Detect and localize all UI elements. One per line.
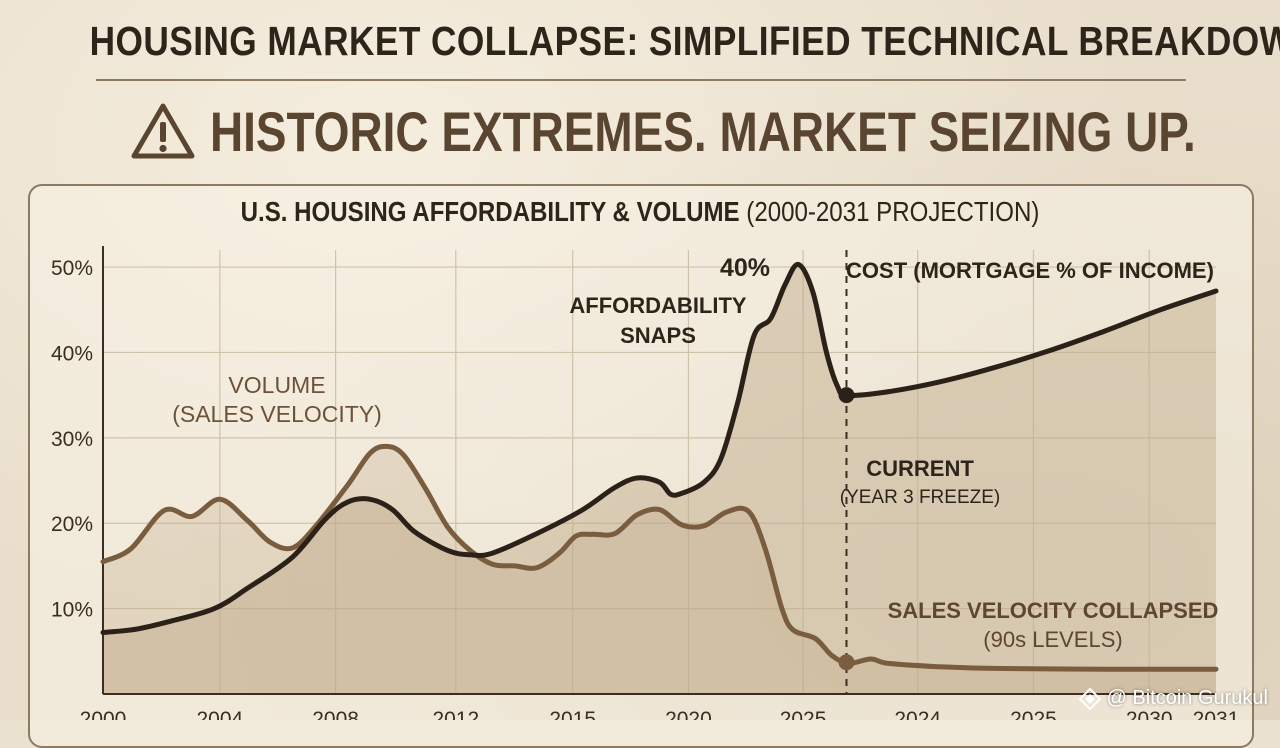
x-tick-label-6: 2025 [780, 708, 827, 720]
sales-label-line1: SALES VELOCITY COLLAPSED [888, 598, 1219, 623]
cost-label: COST (MORTGAGE % OF INCOME) [846, 258, 1214, 283]
y-tick-label-2: 30% [51, 428, 93, 451]
cost-area-fill [103, 264, 1216, 694]
chart-title: U.S. HOUSING AFFORDABILITY & VOLUME (200… [90, 196, 1191, 228]
x-tick-label-1: 2004 [197, 708, 244, 720]
y-tick-label-1: 20% [51, 513, 93, 536]
affordability-volume-chart: 10% 20% 30% 40% 50% 2000 2004 2008 2012 2015 2020 2… [51, 246, 1240, 720]
x-tick-label-7: 2024 [894, 708, 941, 720]
volume-area-fill [103, 446, 1216, 694]
page-title: HOUSING MARKET COLLAPSE: SIMPLIFIED TECH… [89, 18, 1280, 64]
y-tick-label-4: 50% [51, 257, 93, 280]
current-label-line2: (YEAR 3 FREEZE) [840, 487, 1000, 508]
current-label-line1: CURRENT [866, 456, 974, 481]
x-tick-label-9: 2030 [1126, 708, 1173, 720]
x-tick-label-5: 2020 [665, 708, 712, 720]
x-tick-label-2: 2008 [312, 708, 359, 720]
volume-label-line2: (SALES VELOCITY) [172, 401, 382, 427]
watermark-text: @ Bitcoin Gurukul [1106, 687, 1268, 709]
x-tick-label-4: 2015 [549, 708, 596, 720]
cost-line [100, 261, 1219, 635]
current-cost-dot [838, 387, 855, 404]
warning-icon [131, 103, 195, 159]
affordability-label-line1: AFFORDABILITY [569, 293, 747, 318]
y-tick-label-3: 40% [51, 342, 93, 365]
affordability-label-line2: SNAPS [620, 323, 696, 348]
current-volume-dot [838, 654, 855, 671]
y-tick-label-0: 10% [51, 599, 93, 622]
x-tick-label-3: 2012 [432, 708, 479, 720]
headline: HISTORIC EXTREMES. MARKET SEIZING UP. [0, 96, 1280, 166]
x-tick-label-0: 2000 [80, 708, 127, 720]
volume-label-line1: VOLUME [228, 372, 325, 398]
watermark: @ Bitcoin Gurukul [1078, 687, 1268, 710]
chart-title-main: U.S. HOUSING AFFORDABILITY & VOLUME [240, 196, 740, 227]
binance-logo-icon [1078, 687, 1101, 710]
chart-title-suffix: (2000-2031 PROJECTION) [746, 196, 1040, 227]
chart-frame [28, 184, 1254, 748]
title-divider [96, 79, 1186, 81]
sales-label-line2: (90s LEVELS) [983, 627, 1122, 652]
peak-label: 40% [720, 254, 770, 282]
x-tick-label-10: 2031 [1193, 708, 1240, 720]
x-tick-label-8: 2025 [1010, 708, 1057, 720]
